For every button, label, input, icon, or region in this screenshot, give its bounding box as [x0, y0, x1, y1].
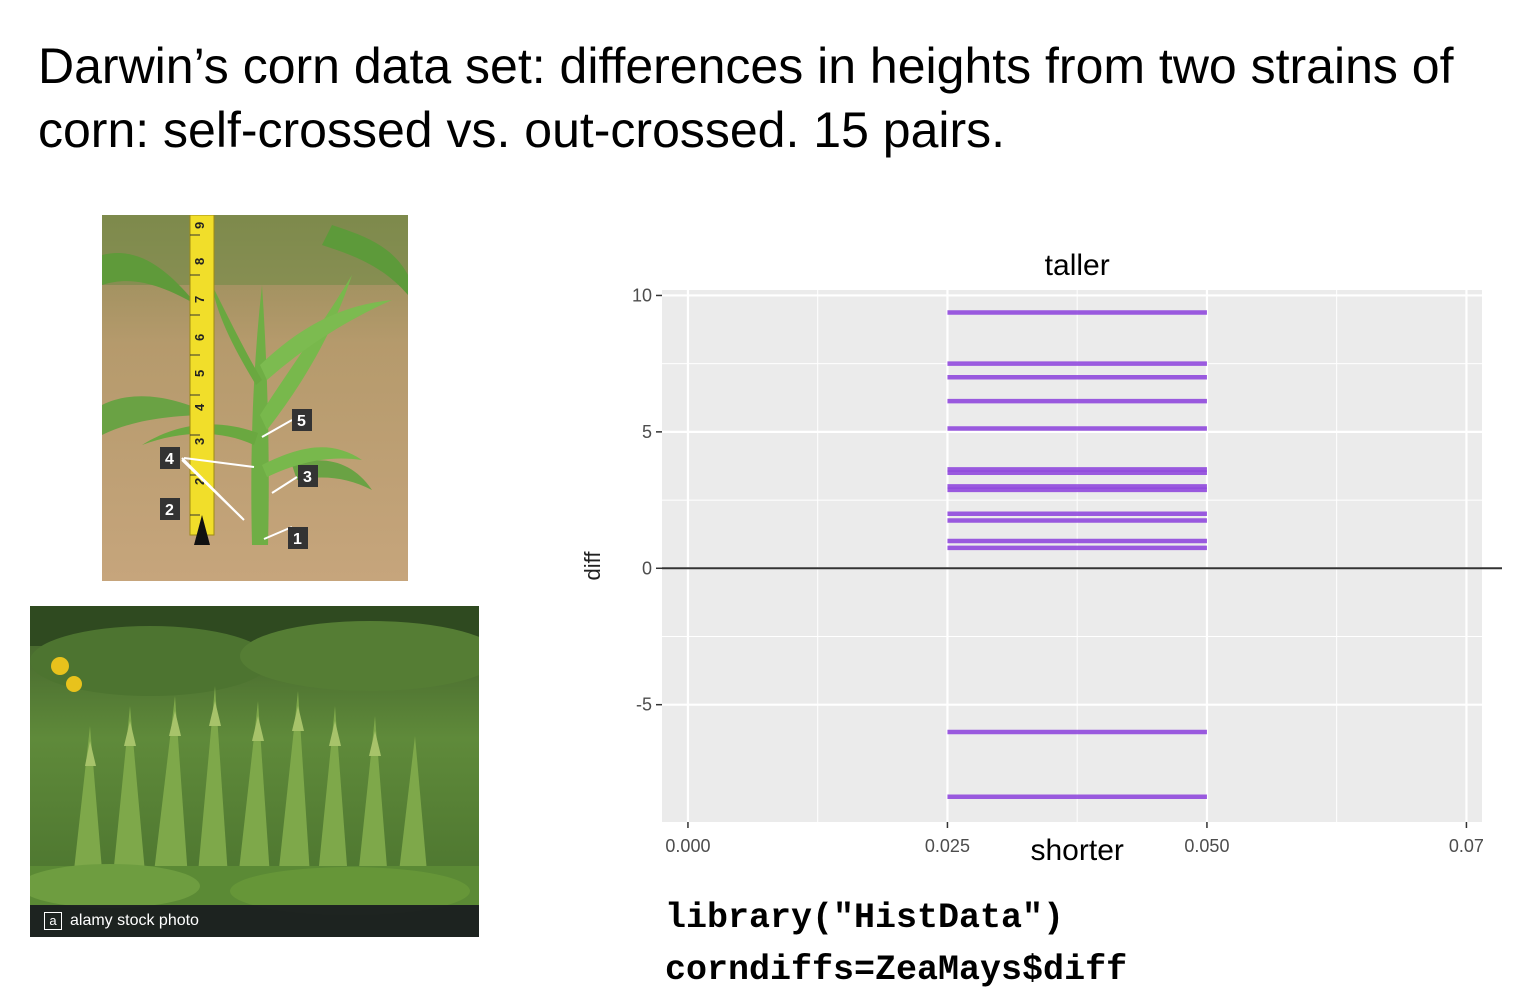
leaf-label: 1 — [293, 531, 302, 548]
shorter-annotation: shorter — [1031, 834, 1124, 867]
code-line: corndiffs=ZeaMays$diff — [665, 950, 1128, 990]
r-code-block: library("HistData") corndiffs=ZeaMays$dif… — [665, 892, 1127, 996]
y-tick-label: 10 — [632, 285, 652, 305]
tape-number: 9 — [192, 222, 207, 229]
x-tick-label: 0.025 — [925, 836, 970, 856]
x-tick-label: 0.07 — [1449, 836, 1484, 856]
tape-number: 5 — [192, 370, 207, 377]
tape-number: 4 — [192, 403, 207, 411]
tape-number: 8 — [192, 258, 207, 265]
y-tick-label: 0 — [642, 558, 652, 578]
leaf-label: 4 — [165, 451, 174, 468]
diff-chart: -5 0 5 10 0.000 0.025 0.050 0.07 diff taller s… — [560, 235, 1510, 875]
y-axis-label: diff — [580, 551, 605, 581]
plot-panel — [662, 290, 1482, 822]
tape-number: 6 — [192, 334, 207, 341]
tape-number: 3 — [192, 438, 207, 445]
diff-chart-svg: -5 0 5 10 0.000 0.025 0.050 0.07 diff taller s… — [580, 249, 1502, 867]
corn-seedling-photo: 2 3 4 5 6 7 8 9 1 2 3 4 — [102, 215, 408, 581]
watermark-text: alamy stock photo — [70, 912, 199, 929]
tape-number: 2 — [192, 478, 207, 485]
tape-number: 7 — [192, 296, 207, 303]
leaf-label: 3 — [303, 469, 312, 486]
slide-title: Darwin’s corn data set: differences in h… — [38, 38, 1454, 158]
alamy-logo-icon: a — [44, 912, 62, 930]
taller-annotation: taller — [1045, 249, 1110, 282]
x-tick-label: 0.000 — [665, 836, 710, 856]
leaf-label: 5 — [297, 413, 306, 430]
y-tick-label: -5 — [636, 695, 652, 715]
corn-field-photo: a alamy stock photo — [30, 606, 479, 937]
y-tick-label: 5 — [642, 422, 652, 442]
leaf-label: 2 — [165, 502, 174, 519]
x-tick-label: 0.050 — [1184, 836, 1229, 856]
watermark-bar: a alamy stock photo — [30, 905, 479, 937]
code-line: library("HistData") — [665, 898, 1065, 938]
